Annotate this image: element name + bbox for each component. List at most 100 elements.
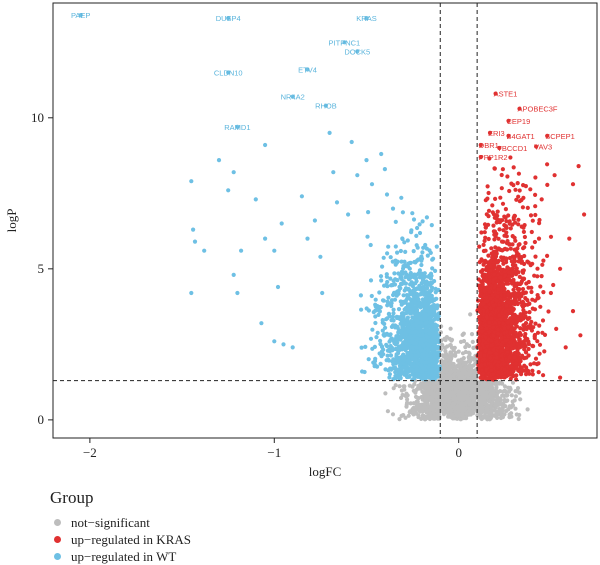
data-point-ns <box>444 369 449 374</box>
data-point-kras <box>492 237 497 242</box>
data-point-wt <box>272 339 277 344</box>
data-point-ns <box>475 389 481 394</box>
data-point-wt <box>368 242 373 248</box>
data-point-ns <box>441 412 447 417</box>
data-point-ns <box>423 399 428 404</box>
data-point-ns <box>419 395 424 400</box>
data-point-wt <box>189 179 194 184</box>
data-point-ns <box>383 391 388 396</box>
data-point-wt <box>369 182 375 187</box>
data-point-wt <box>390 314 396 319</box>
data-point-ns <box>469 332 475 337</box>
data-point-wt <box>411 217 417 222</box>
data-point-wt <box>379 151 384 157</box>
data-point-wt <box>409 319 414 324</box>
data-point-wt <box>191 227 196 232</box>
data-point-ns <box>443 355 448 361</box>
data-point-wt <box>394 314 399 319</box>
data-point-ns <box>407 383 412 388</box>
data-point-wt <box>400 333 405 338</box>
data-point-ns <box>525 407 530 412</box>
data-point-wt <box>412 272 417 277</box>
data-point-ns <box>480 401 485 406</box>
data-point-wt <box>426 343 431 348</box>
data-point-wt <box>368 336 374 341</box>
data-point-wt <box>385 279 390 285</box>
data-point-wt <box>435 368 440 373</box>
data-point-wt <box>406 374 411 379</box>
data-point-ns <box>493 401 498 406</box>
data-point-wt <box>355 173 360 178</box>
data-point-kras <box>520 205 526 210</box>
data-point-wt <box>235 290 240 296</box>
data-point-wt <box>396 307 402 312</box>
data-point-ns <box>513 394 519 399</box>
data-point-wt <box>414 353 419 358</box>
data-point-kras <box>514 373 519 378</box>
data-point-ns <box>415 395 420 400</box>
data-point-ns <box>428 411 433 416</box>
data-point-wt <box>359 307 364 312</box>
data-point-ns <box>483 415 488 420</box>
data-point-ns <box>443 349 448 354</box>
data-point-wt <box>432 333 437 338</box>
data-point-wt <box>377 290 382 295</box>
data-point-ns <box>417 407 422 412</box>
data-point-ns <box>469 367 474 372</box>
data-point-ns <box>497 407 502 413</box>
data-point-ns <box>448 326 453 331</box>
data-point-wt <box>383 325 388 330</box>
data-point-wt <box>403 249 408 254</box>
data-point-wt <box>393 262 398 267</box>
data-point-wt <box>279 221 284 226</box>
data-point-ns <box>449 337 455 342</box>
data-point-wt <box>403 270 408 275</box>
data-point-ns <box>485 402 490 407</box>
data-point-wt <box>381 255 386 260</box>
data-point-kras <box>522 234 528 240</box>
data-point-wt <box>419 363 424 368</box>
data-point-ns <box>467 377 472 382</box>
data-point-wt <box>400 210 405 215</box>
data-point-wt <box>253 197 258 202</box>
data-point-wt <box>379 278 384 283</box>
data-point-wt <box>418 375 424 381</box>
data-point-kras <box>498 195 503 200</box>
data-point-wt <box>385 353 390 358</box>
data-point-ns <box>446 365 451 370</box>
data-point-ns <box>460 351 466 356</box>
data-point-wt <box>382 167 387 172</box>
data-point-wt <box>421 280 426 285</box>
data-point-ns <box>447 391 452 396</box>
data-point-wt <box>415 245 420 250</box>
data-point-ns <box>460 375 465 380</box>
data-point-wt <box>387 375 392 380</box>
data-point-ns <box>430 416 435 421</box>
data-point-ns <box>490 388 496 393</box>
data-point-wt <box>408 334 413 340</box>
data-point-ns <box>502 397 507 403</box>
data-point-wt <box>377 351 382 356</box>
data-point-ns <box>463 345 468 350</box>
data-point-wt <box>429 288 434 293</box>
data-point-wt <box>402 321 407 326</box>
data-point-wt <box>327 130 332 135</box>
data-point-ns <box>500 415 505 420</box>
data-point-wt <box>380 264 385 269</box>
data-point-wt <box>384 272 389 277</box>
data-point-kras <box>536 370 541 375</box>
data-point-kras <box>490 203 495 208</box>
data-point-ns <box>479 416 484 422</box>
data-point-wt <box>366 308 371 313</box>
data-point-wt <box>375 330 380 335</box>
data-point-ns <box>503 404 508 409</box>
data-point-wt <box>433 296 438 302</box>
data-point-wt <box>411 249 416 254</box>
data-point-wt <box>360 369 365 374</box>
data-point-wt <box>373 297 378 302</box>
data-point-wt <box>415 336 420 341</box>
data-point-wt <box>414 305 419 310</box>
data-point-wt <box>414 345 419 350</box>
data-point-wt <box>432 279 437 284</box>
